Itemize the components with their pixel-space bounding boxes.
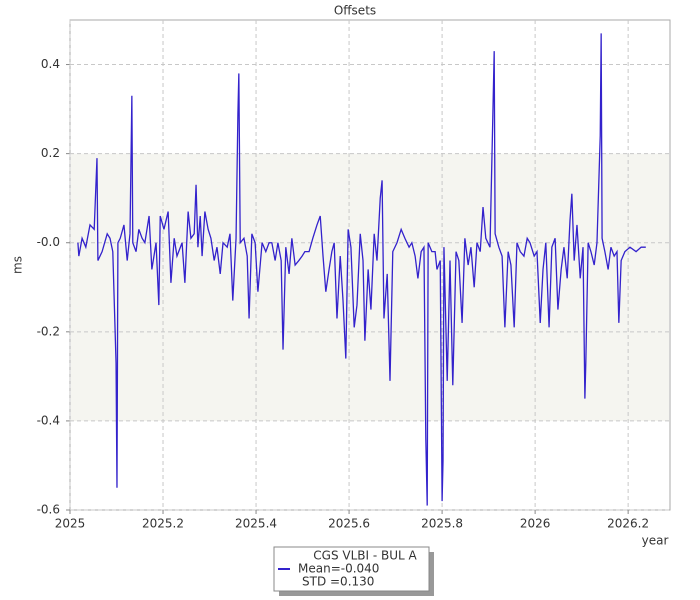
x-tick-label: 2026.2 bbox=[607, 517, 649, 531]
legend-stat: STD =0.130 bbox=[302, 575, 374, 589]
y-tick-label: -0.6 bbox=[37, 503, 60, 517]
x-axis-label: year bbox=[642, 534, 669, 548]
x-tick-label: 2025.6 bbox=[328, 517, 370, 531]
x-tick-label: 2025.4 bbox=[235, 517, 277, 531]
y-tick-label: -0.2 bbox=[37, 324, 60, 338]
x-tick-label: 2025 bbox=[55, 517, 86, 531]
data-line bbox=[77, 33, 646, 506]
y-tick-label: 0.4 bbox=[41, 57, 60, 71]
chart-title: Offsets bbox=[334, 4, 376, 18]
y-tick-label: -0.0 bbox=[37, 235, 60, 249]
y-axis-label: ms bbox=[11, 256, 25, 274]
x-tick-label: 2025.8 bbox=[421, 517, 463, 531]
x-tick-label: 2026 bbox=[520, 517, 551, 531]
legend-label: CGS VLBI - BUL A bbox=[313, 549, 417, 563]
y-tick-label: -0.4 bbox=[37, 413, 60, 427]
x-tick-label: 2025.2 bbox=[142, 517, 184, 531]
legend-stat: Mean=-0.040 bbox=[298, 562, 379, 576]
y-tick-label: 0.2 bbox=[41, 146, 60, 160]
legend-box bbox=[273, 546, 430, 592]
